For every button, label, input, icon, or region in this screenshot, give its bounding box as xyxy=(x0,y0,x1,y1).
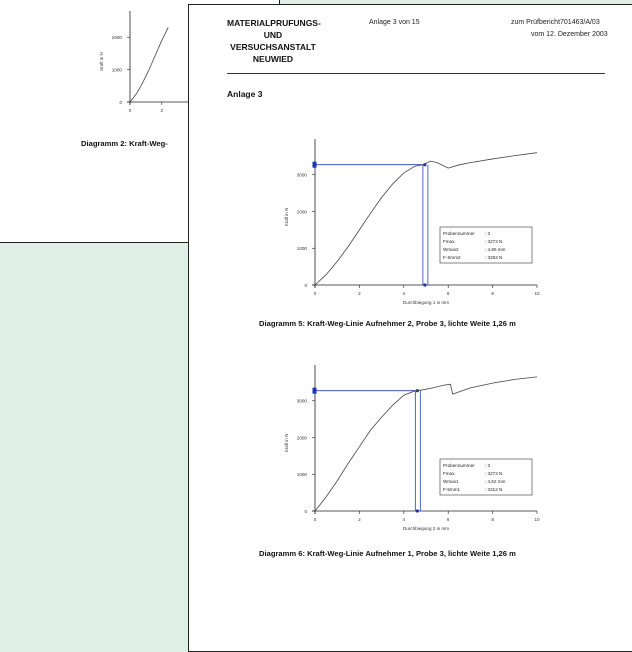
back-chart-y-tick-label-0: 0 xyxy=(119,100,122,105)
chart5-fmax-y-marker xyxy=(312,161,317,168)
chart5-y-tick-label-2: 2000 xyxy=(297,209,308,214)
back-chart-y-tick-label-1: 1000 xyxy=(112,68,123,73)
chart6-info-value-2: : 4,52 mm xyxy=(485,479,506,484)
chart5-fmax-x-marker xyxy=(423,283,427,287)
section-title: Anlage 3 xyxy=(227,89,263,99)
chart6-y-axis-label: Kraft in N xyxy=(284,434,289,452)
chart5-x-tick-label-4: 8 xyxy=(491,291,494,296)
chart6-info-label-3: F-5mm1 xyxy=(443,487,461,492)
back-chart-x-tick-label-0: 0 xyxy=(129,108,132,113)
chart5-info-label-3: F-Smm2 xyxy=(443,255,461,260)
chart6-fmax-y-marker xyxy=(312,387,317,394)
org-name: MATERIALPRUFUNGS- UND VERSUCHSANSTALT NE… xyxy=(227,17,321,65)
chart5-y-axis-label: Kraft in N xyxy=(284,208,289,226)
chart-5-caption: Diagramm 5: Kraft-Weg-Linie Aufnehmer 2,… xyxy=(259,319,516,328)
org-line-2: VERSUCHSANSTALT xyxy=(230,42,316,52)
chart6-info-label-0: Probennummer xyxy=(443,463,475,468)
chart5-y-tick-label-1: 1000 xyxy=(297,246,308,251)
chart5-x-axis-label: Durchbiegung 1 in mm xyxy=(403,300,449,305)
chart5-info-value-0: : 3 xyxy=(485,231,491,236)
chart5-series-line-0 xyxy=(314,152,538,286)
back-chart-y-tick-label-2: 2000 xyxy=(112,35,123,40)
org-line-1: MATERIALPRUFUNGS- UND xyxy=(227,18,321,40)
chart5-y-tick-label-3: 3000 xyxy=(297,173,308,178)
chart6-x-tick-label-4: 8 xyxy=(491,517,494,522)
chart5-info-value-3: : 3263 N xyxy=(485,255,502,260)
chart6-x-tick-label-0: 0 xyxy=(314,517,317,522)
chart6-info-value-3: : 3312 N xyxy=(485,487,502,492)
back-chart-y-axis-label: Kraft in N xyxy=(99,52,104,70)
chart6-y-tick-label-3: 3000 xyxy=(297,399,308,404)
chart6-info-box xyxy=(439,458,533,496)
chart6-series-line-0 xyxy=(314,376,538,512)
chart6-x-tick-label-1: 2 xyxy=(358,517,361,522)
chart5-info-label-1: Fmax xyxy=(443,239,455,244)
chart-6-caption: Diagramm 6: Kraft-Weg-Linie Aufnehmer 1,… xyxy=(259,549,516,558)
chart5-x-tick-label-3: 6 xyxy=(447,291,450,296)
back-chart-caption: Diagramm 2: Kraft-Weg- xyxy=(81,139,168,148)
chart-diagramm-5: 0 1000 2000 3000 0 2 4 6 8 10 Kraft in N Durchbiegu… xyxy=(284,139,540,305)
chart6-info-label-2: Wmax1 xyxy=(443,479,459,484)
chart6-info-value-1: : 3273 N xyxy=(485,471,502,476)
chart5-x-tick-label-0: 0 xyxy=(314,291,317,296)
chart6-y-tick-label-2: 2000 xyxy=(297,435,308,440)
chart5-x-tick-label-2: 4 xyxy=(403,291,406,296)
report-reference: zum Prüfbericht701463/A/03 xyxy=(511,19,600,26)
chart5-info-label-0: Probennummer xyxy=(443,231,475,236)
chart5-info-value-2: : 4,86 mm xyxy=(485,247,506,252)
chart6-x-tick-label-2: 4 xyxy=(403,517,406,522)
chart5-info-label-2: Wmax2 xyxy=(443,247,459,252)
back-chart-x-tick-label-1: 2 xyxy=(161,108,164,113)
chart5-x-tick-label-1: 2 xyxy=(358,291,361,296)
chart-diagramm-6: 0 1000 2000 3000 0 2 4 6 8 10 Kraft in N Durchbiegu… xyxy=(284,365,540,531)
chart5-y-tick-label-0: 0 xyxy=(304,283,307,288)
chart6-info-label-1: Fmax xyxy=(443,471,455,476)
foreground-document-page: MATERIALPRUFUNGS- UND VERSUCHSANSTALT NE… xyxy=(188,4,632,652)
chart6-fmax-x-marker xyxy=(415,509,419,513)
chart6-x-axis-label: Durchbiegung 2 in mm xyxy=(403,526,449,531)
header-rule xyxy=(227,73,605,74)
chart5-info-value-1: : 3273 N xyxy=(485,239,502,244)
chart6-y-tick-label-1: 1000 xyxy=(297,472,308,477)
chart6-y-tick-label-0: 0 xyxy=(304,509,307,514)
chart5-x-tick-label-5: 10 xyxy=(534,291,540,296)
chart6-x-tick-label-5: 10 xyxy=(534,517,540,522)
chart6-info-value-0: : 3 xyxy=(485,463,491,468)
chart6-x-tick-label-3: 6 xyxy=(447,517,450,522)
page-info: Anlage 3 von 15 xyxy=(369,19,420,26)
org-line-3: NEUWIED xyxy=(252,54,294,64)
chart5-info-box xyxy=(439,226,533,264)
report-date: vom 12. Dezember 2003 xyxy=(531,31,608,38)
back-chart-series-line-0 xyxy=(129,27,169,103)
